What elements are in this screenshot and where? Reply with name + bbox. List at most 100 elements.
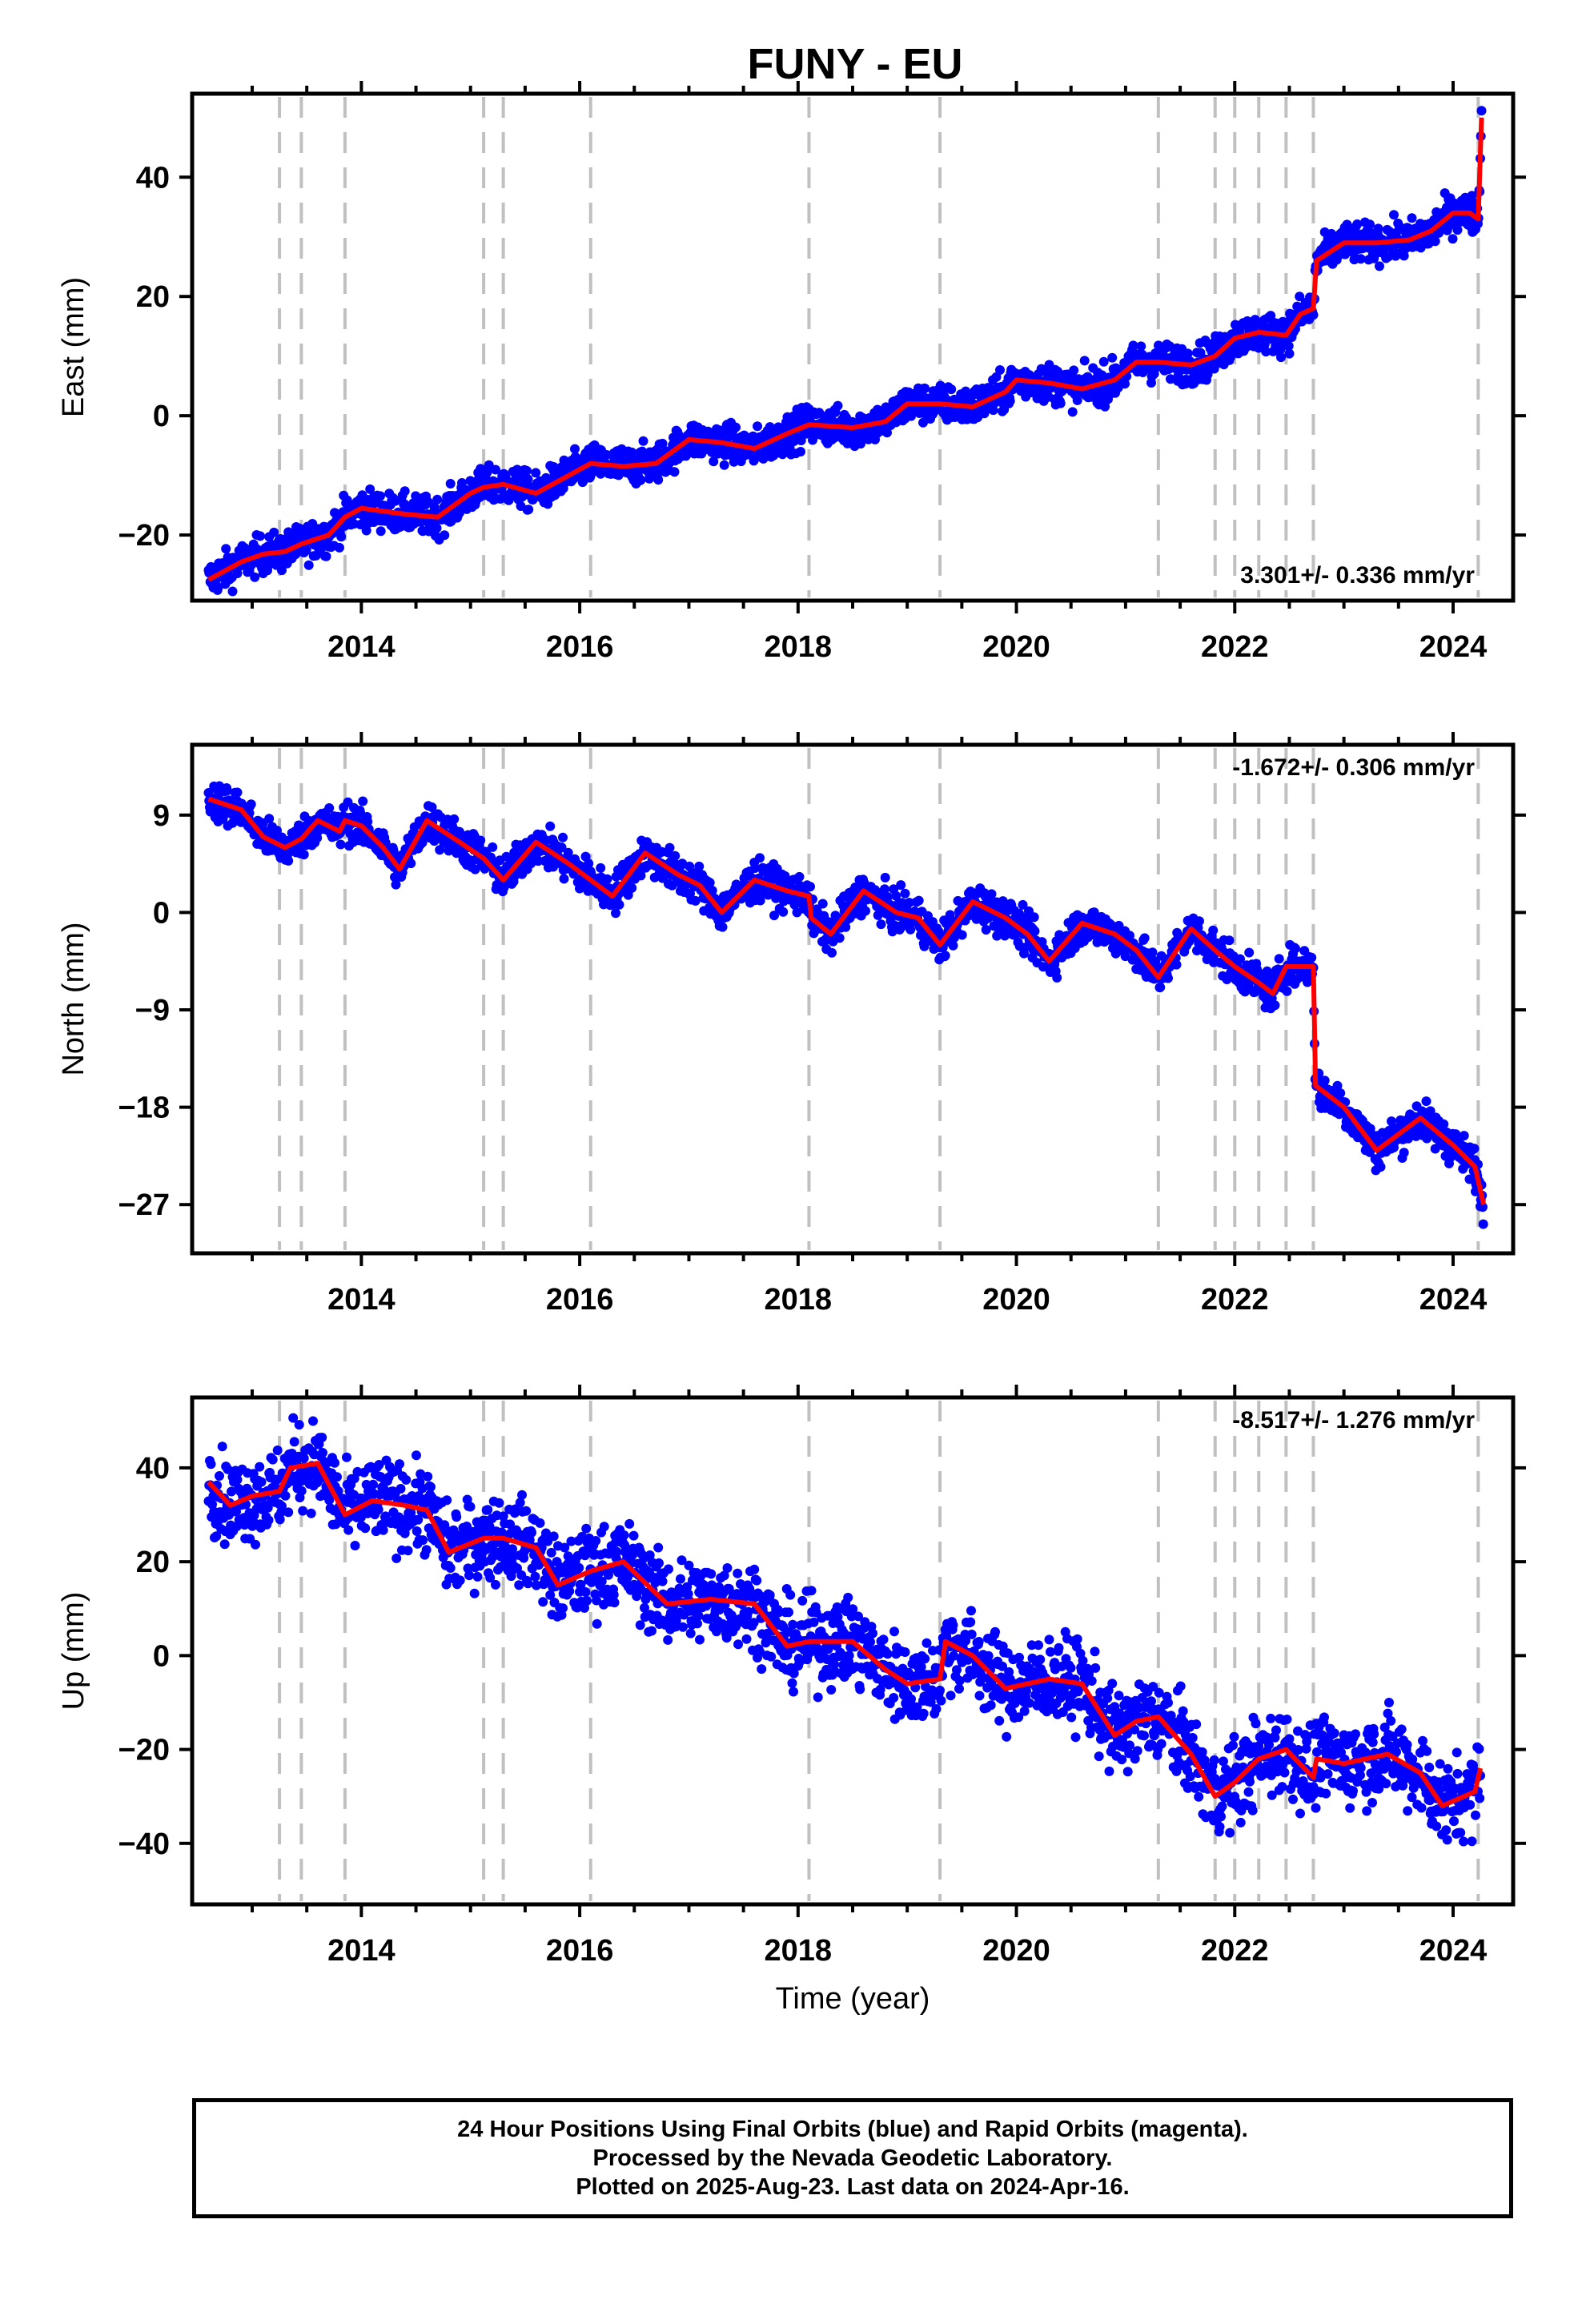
data-point bbox=[535, 1518, 545, 1528]
y-tick-label: 20 bbox=[136, 280, 170, 314]
data-point bbox=[219, 1539, 230, 1550]
data-point bbox=[1319, 1076, 1330, 1086]
data-point bbox=[360, 1523, 371, 1534]
data-point bbox=[773, 422, 784, 432]
data-point bbox=[1055, 398, 1066, 408]
panel-north: 2014 2016 2018 2020 2022 2024−27−18−909North … bbox=[57, 732, 1526, 1317]
data-point bbox=[709, 456, 719, 467]
data-point bbox=[1005, 396, 1015, 406]
data-point bbox=[418, 1535, 428, 1546]
data-point bbox=[213, 582, 223, 593]
data-point bbox=[1195, 916, 1204, 927]
data-point bbox=[375, 526, 386, 537]
data-point bbox=[512, 464, 522, 475]
data-point bbox=[1208, 925, 1219, 935]
data-point bbox=[472, 1571, 483, 1582]
x-tick-label: 2016 bbox=[546, 1283, 614, 1317]
data-point bbox=[432, 523, 442, 533]
data-point bbox=[296, 1486, 307, 1496]
data-point bbox=[1399, 1148, 1409, 1158]
data-point bbox=[614, 899, 624, 910]
data-point bbox=[361, 525, 371, 536]
y-tick-label: 40 bbox=[136, 161, 170, 195]
data-point bbox=[1282, 986, 1292, 996]
data-point bbox=[272, 1445, 283, 1455]
data-point bbox=[269, 527, 279, 537]
data-point bbox=[880, 872, 890, 883]
data-point bbox=[559, 874, 569, 884]
data-point bbox=[264, 814, 275, 824]
data-point bbox=[412, 1450, 421, 1461]
data-point bbox=[442, 1495, 452, 1506]
position-points bbox=[203, 1413, 1485, 1847]
data-point bbox=[332, 1472, 342, 1482]
data-point bbox=[530, 1571, 540, 1582]
data-point bbox=[1147, 947, 1158, 958]
x-tick-label: 2018 bbox=[765, 630, 833, 664]
data-point bbox=[1307, 952, 1317, 963]
data-point bbox=[1270, 1000, 1280, 1011]
data-point bbox=[1100, 401, 1110, 412]
data-point bbox=[1476, 106, 1487, 116]
data-point bbox=[796, 436, 806, 445]
data-point bbox=[464, 1570, 474, 1581]
data-point bbox=[817, 899, 828, 909]
data-point bbox=[636, 475, 646, 485]
data-point bbox=[343, 1525, 354, 1535]
data-point bbox=[833, 400, 843, 411]
data-point bbox=[986, 889, 997, 899]
data-point bbox=[251, 1539, 260, 1550]
data-point bbox=[1139, 933, 1150, 943]
data-point bbox=[342, 1452, 351, 1462]
data-point bbox=[232, 787, 243, 798]
data-point bbox=[423, 1471, 433, 1482]
data-point bbox=[1067, 407, 1078, 417]
event-lines bbox=[278, 748, 1480, 1250]
data-point bbox=[227, 586, 238, 597]
data-point bbox=[627, 447, 637, 457]
data-point bbox=[794, 871, 805, 882]
data-point bbox=[1224, 935, 1235, 946]
data-point bbox=[373, 1505, 383, 1515]
data-point bbox=[1069, 365, 1079, 376]
data-point bbox=[255, 1462, 265, 1472]
data-point bbox=[256, 1477, 267, 1487]
data-point bbox=[298, 1506, 308, 1516]
y-tick-label: −18 bbox=[118, 1092, 170, 1125]
data-point bbox=[250, 572, 260, 582]
data-point bbox=[827, 947, 837, 958]
data-point bbox=[1365, 219, 1375, 230]
x-tick-label: 2024 bbox=[1419, 630, 1488, 664]
data-point bbox=[731, 422, 741, 432]
data-point bbox=[601, 450, 612, 460]
data-point bbox=[1155, 982, 1166, 992]
data-point bbox=[449, 814, 460, 824]
y-tick-label: −9 bbox=[135, 994, 170, 1027]
data-point bbox=[558, 832, 568, 842]
data-point bbox=[283, 855, 294, 866]
data-point bbox=[455, 1575, 465, 1586]
data-point bbox=[455, 508, 464, 518]
data-point bbox=[570, 444, 580, 454]
data-point bbox=[246, 799, 256, 810]
data-point bbox=[289, 1437, 299, 1447]
data-point bbox=[913, 895, 924, 906]
data-point bbox=[545, 821, 556, 831]
data-point bbox=[335, 839, 346, 850]
data-point bbox=[432, 494, 443, 505]
data-point bbox=[521, 1506, 532, 1516]
data-point bbox=[522, 465, 532, 476]
data-point bbox=[280, 1490, 291, 1501]
data-point bbox=[317, 1433, 327, 1442]
data-point bbox=[491, 1579, 500, 1590]
data-point bbox=[301, 545, 311, 555]
data-point bbox=[324, 803, 335, 813]
data-point bbox=[308, 1416, 318, 1426]
x-tick-label: 2016 bbox=[546, 630, 614, 664]
data-point bbox=[1276, 352, 1286, 363]
y-tick-label: −27 bbox=[118, 1188, 170, 1222]
data-point bbox=[596, 468, 606, 479]
data-point bbox=[527, 1527, 536, 1538]
